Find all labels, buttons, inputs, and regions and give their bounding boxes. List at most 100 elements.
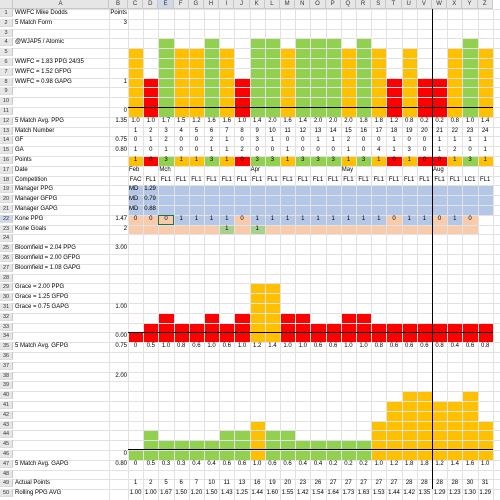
kone-ppg-value[interactable]: 1: [225, 215, 229, 222]
date-cell[interactable]: Mch: [159, 166, 171, 173]
gf-cell[interactable]: 1: [316, 137, 320, 144]
competition-cell[interactable]: FL1: [252, 176, 263, 183]
actual-points-cell[interactable]: 5: [164, 480, 168, 487]
ppg-avg-cell[interactable]: 2.0: [329, 117, 338, 124]
rolling-ppg-cell[interactable]: 1.35: [418, 490, 431, 497]
actual-points-cell[interactable]: 16: [253, 480, 261, 487]
row-header[interactable]: 39: [0, 381, 13, 390]
actual-points-cell[interactable]: 27: [345, 480, 352, 487]
match-number-cell[interactable]: 21: [436, 127, 443, 134]
kone-ppg-value[interactable]: 1: [194, 215, 199, 222]
competition-cell[interactable]: FL1: [236, 176, 248, 183]
label-cell[interactable]: WWFC = 0.98 GAPG: [15, 78, 72, 85]
ga-cell[interactable]: 0: [422, 147, 427, 154]
gfpg-avg-cell[interactable]: 0.6: [420, 343, 429, 350]
gapg-avg-cell[interactable]: 0.3: [161, 460, 171, 467]
gfpg-avg-cell[interactable]: 0.8: [481, 343, 490, 350]
points-value-cell[interactable]: 1: [483, 157, 487, 163]
label-cell[interactable]: Manager PPG: [15, 186, 54, 193]
actual-points-cell[interactable]: 7: [194, 480, 199, 487]
points-value-cell[interactable]: 3: [209, 157, 214, 163]
match-number-cell[interactable]: 18: [390, 127, 398, 134]
gf-cell[interactable]: 2: [346, 137, 351, 144]
actual-points-cell[interactable]: 19: [269, 480, 276, 487]
gapg-avg-cell[interactable]: 1.0: [253, 460, 262, 467]
gfpg-avg-cell[interactable]: 0.5: [146, 343, 155, 350]
label-cell[interactable]: Grace = 0.75 GAPG: [15, 304, 69, 310]
ppg-avg-cell[interactable]: 1.2: [389, 117, 399, 124]
column-header[interactable]: F: [173, 0, 189, 9]
rolling-ppg-cell[interactable]: 1.23: [448, 490, 461, 497]
row-header[interactable]: 8: [0, 77, 13, 86]
label-cell[interactable]: Manager GFPG: [15, 196, 58, 203]
competition-cell[interactable]: FL1: [267, 176, 278, 183]
row-header[interactable]: 20: [0, 195, 13, 204]
gf-cell[interactable]: 0: [179, 137, 183, 144]
row-header[interactable]: 11: [0, 107, 13, 115]
column-header[interactable]: U: [401, 0, 417, 9]
kone-goals-value[interactable]: [174, 225, 189, 233]
ppg-avg-cell[interactable]: 1.0: [237, 117, 247, 124]
match-number-cell[interactable]: 20: [421, 127, 428, 134]
rolling-ppg-cell[interactable]: 1.53: [372, 490, 385, 497]
ga-cell[interactable]: 0: [194, 147, 199, 154]
ppg-avg-cell[interactable]: 2.0: [313, 117, 323, 124]
ga-cell[interactable]: 4: [377, 147, 381, 154]
gf-cell[interactable]: 0: [377, 137, 381, 144]
row-header[interactable]: 14: [0, 136, 13, 145]
kone-ppg-value[interactable]: 1: [179, 215, 183, 222]
kone-goals-value[interactable]: [310, 225, 325, 233]
match-number-cell[interactable]: 12: [299, 127, 307, 134]
row-header[interactable]: 25: [0, 244, 13, 253]
row-header[interactable]: 23: [0, 224, 13, 233]
competition-cell[interactable]: FL1: [358, 176, 369, 183]
ga-cell[interactable]: 0: [255, 147, 259, 154]
label-cell[interactable]: Kone PPG: [15, 215, 44, 222]
actual-points-cell[interactable]: 28: [421, 480, 428, 487]
gfpg-avg-cell[interactable]: 1.0: [359, 343, 368, 350]
column-header[interactable]: A: [13, 0, 109, 9]
actual-points-cell[interactable]: 28: [451, 480, 459, 487]
kone-goals-value[interactable]: [280, 225, 295, 233]
kone-ppg-value[interactable]: 1: [255, 215, 259, 222]
competition-cell[interactable]: FL1: [328, 176, 339, 183]
row-header[interactable]: 27: [0, 263, 13, 272]
ppg-avg-cell[interactable]: 1.4: [481, 117, 490, 124]
match-number-cell[interactable]: 5: [194, 127, 199, 134]
row-header[interactable]: 10: [0, 97, 13, 106]
value-cell[interactable]: 1.35: [115, 117, 127, 124]
column-header[interactable]: I: [219, 0, 235, 9]
value-cell[interactable]: 0: [123, 108, 127, 114]
row-header[interactable]: 37: [0, 361, 13, 370]
manager-value[interactable]: 1.29: [144, 186, 156, 193]
kone-goals-value[interactable]: [158, 225, 173, 233]
row-header[interactable]: 19: [0, 185, 13, 194]
kone-goals-value[interactable]: [265, 225, 280, 233]
ppg-avg-cell[interactable]: 1.8: [359, 117, 368, 124]
label-cell[interactable]: Grace = 1.25 GFPG: [15, 294, 69, 301]
gapg-avg-cell[interactable]: 0.3: [177, 460, 186, 467]
label-cell[interactable]: Kone Goals: [15, 225, 47, 232]
rolling-ppg-cell[interactable]: 1.30: [464, 490, 476, 497]
competition-cell[interactable]: FL1: [419, 176, 430, 183]
label-cell[interactable]: Actual Points: [15, 480, 51, 487]
ppg-avg-cell[interactable]: 1.6: [222, 117, 231, 124]
row-header[interactable]: 2: [0, 18, 13, 27]
match-number-cell[interactable]: 1: [133, 127, 138, 134]
gfpg-avg-cell[interactable]: 1.4: [268, 343, 277, 350]
actual-points-cell[interactable]: 23: [299, 480, 307, 487]
gapg-avg-cell[interactable]: 0.4: [313, 460, 323, 467]
kone-ppg-value[interactable]: 0: [164, 215, 168, 222]
gf-cell[interactable]: 1: [149, 137, 153, 144]
ga-cell[interactable]: 1: [285, 147, 290, 154]
kone-goals-value[interactable]: [432, 225, 447, 233]
column-header[interactable]: P: [325, 0, 341, 9]
value-cell[interactable]: 2: [123, 225, 127, 232]
ppg-avg-cell[interactable]: 1.4: [298, 117, 307, 124]
match-number-cell[interactable]: 19: [405, 127, 413, 134]
label-cell[interactable]: 5 Match Avg. PPG: [15, 117, 64, 124]
row-header[interactable]: 44: [0, 430, 13, 439]
gapg-avg-cell[interactable]: 0.6: [283, 460, 292, 467]
column-header[interactable]: Z: [477, 0, 493, 9]
ga-cell[interactable]: 1: [225, 147, 229, 154]
